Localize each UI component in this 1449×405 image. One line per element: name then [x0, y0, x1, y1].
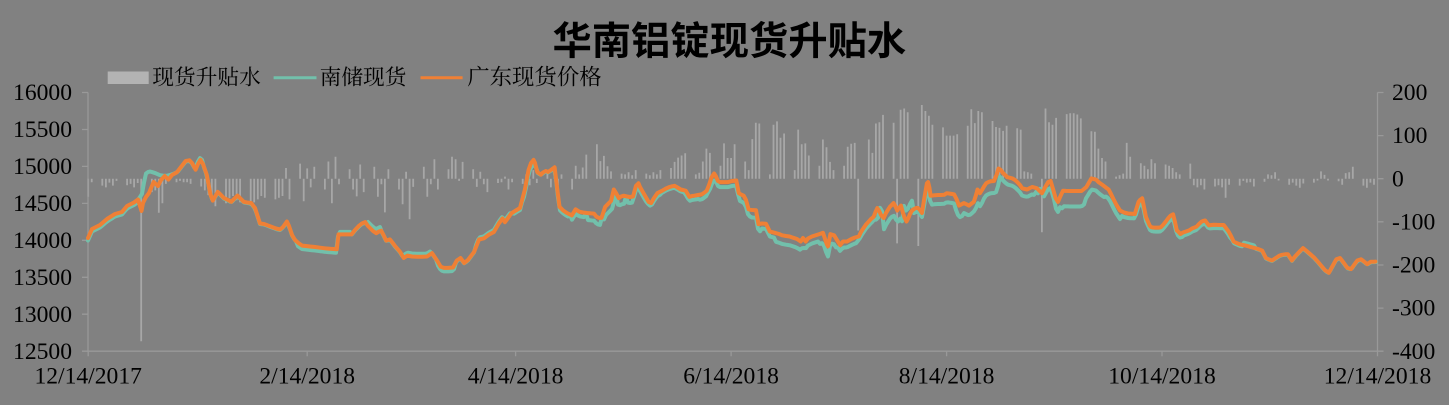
svg-text:4/14/2018: 4/14/2018 [468, 364, 564, 390]
svg-text:-200: -200 [1392, 253, 1435, 279]
svg-text:14500: 14500 [13, 191, 72, 217]
svg-text:100: 100 [1392, 123, 1427, 149]
svg-text:0: 0 [1392, 166, 1404, 192]
svg-text:2/14/2018: 2/14/2018 [259, 364, 355, 390]
svg-text:-300: -300 [1392, 296, 1435, 322]
svg-text:-100: -100 [1392, 209, 1435, 235]
svg-text:16000: 16000 [13, 80, 72, 106]
svg-text:-400: -400 [1392, 339, 1435, 365]
svg-text:10/14/2018: 10/14/2018 [1108, 364, 1216, 390]
svg-text:200: 200 [1392, 80, 1427, 106]
svg-text:13500: 13500 [13, 265, 72, 291]
svg-text:15000: 15000 [13, 154, 72, 180]
svg-text:12/14/2018: 12/14/2018 [1324, 364, 1432, 390]
svg-text:14000: 14000 [13, 228, 72, 254]
svg-text:6/14/2018: 6/14/2018 [683, 364, 779, 390]
svg-text:15500: 15500 [13, 117, 72, 143]
svg-text:8/14/2018: 8/14/2018 [899, 364, 995, 390]
svg-text:12/14/2017: 12/14/2017 [34, 364, 142, 390]
svg-text:12500: 12500 [13, 339, 72, 365]
svg-text:13000: 13000 [13, 302, 72, 328]
